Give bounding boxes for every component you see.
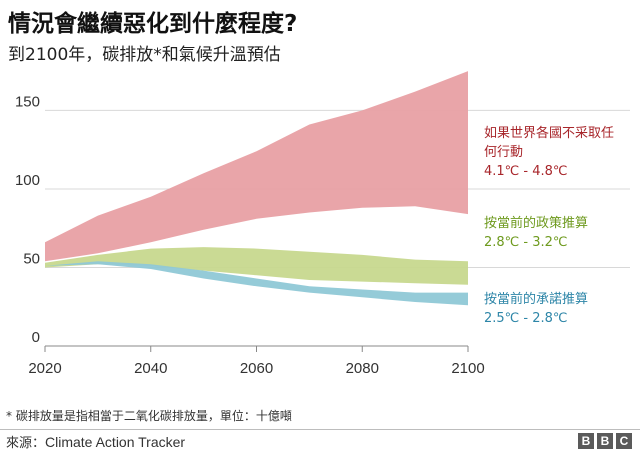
series-range-label: 2.8℃ - 3.2℃ bbox=[484, 235, 568, 250]
chart-title: 情況會繼續惡化到什麼程度? bbox=[8, 11, 298, 37]
source-label: 來源： bbox=[6, 436, 46, 451]
source-name: Climate Action Tracker bbox=[45, 434, 186, 450]
x-tick-label: 2020 bbox=[28, 360, 61, 377]
series-label: 如果世界各國不采取任 bbox=[484, 125, 614, 141]
series-label: 按當前的政策推算 bbox=[484, 215, 588, 231]
y-tick-label: 150 bbox=[15, 93, 40, 110]
chart-subtitle: 到2100年，碳排放*和氣候升溫預估 bbox=[8, 45, 281, 65]
series-range-label: 4.1℃ - 4.8℃ bbox=[484, 164, 568, 179]
emissions-chart: 0 50 100 150 2020 2040 2060 2080 2100 如果世界各國不采取任… bbox=[15, 71, 630, 377]
bbc-logo-letter: B bbox=[597, 433, 613, 449]
series-range-label: 2.5℃ - 2.8℃ bbox=[484, 311, 568, 326]
axes: 0 50 100 150 2020 2040 2060 2080 2100 bbox=[15, 93, 485, 377]
series-band-2 bbox=[45, 261, 468, 306]
y-tick-label: 0 bbox=[32, 329, 40, 346]
x-tick-label: 2100 bbox=[451, 360, 484, 377]
series-band-1 bbox=[45, 247, 468, 285]
footnote: * 碳排放量是指相當于二氧化碳排放量，單位：十億噸 bbox=[6, 409, 292, 423]
series-band-0 bbox=[45, 71, 468, 262]
series-label: 何行動 bbox=[484, 144, 523, 160]
bbc-logo: B B C bbox=[578, 433, 632, 449]
y-tick-label: 50 bbox=[23, 250, 40, 267]
y-tick-label: 100 bbox=[15, 172, 40, 189]
x-tick-label: 2060 bbox=[240, 360, 273, 377]
bbc-logo-letter: B bbox=[578, 433, 594, 449]
footer-divider bbox=[0, 429, 640, 430]
x-tick-label: 2040 bbox=[134, 360, 167, 377]
x-tick-label: 2080 bbox=[346, 360, 379, 377]
bbc-logo-letter: C bbox=[616, 433, 632, 449]
source-line: 來源：Climate Action Tracker bbox=[6, 432, 185, 451]
series-label: 按當前的承諾推算 bbox=[484, 291, 588, 307]
series-areas bbox=[45, 71, 468, 306]
